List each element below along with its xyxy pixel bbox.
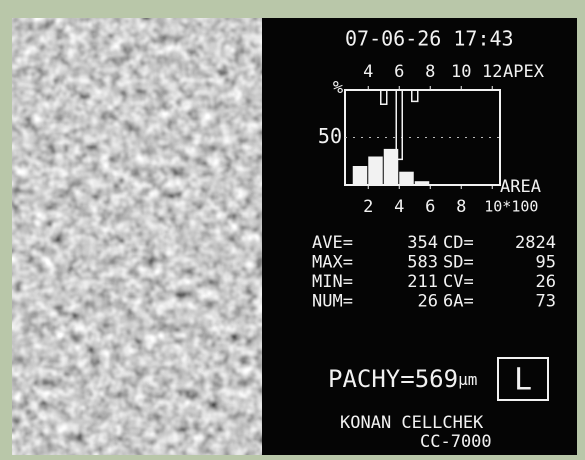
percent-label: % (333, 78, 343, 98)
model: CC-7000 (420, 432, 492, 452)
area-bar (368, 157, 383, 186)
apex-tick-label: 12 (482, 62, 502, 82)
apex-tick-label: 10 (451, 62, 471, 82)
stat-value: 354 (407, 233, 438, 253)
apex-label: APEX (503, 62, 545, 82)
stat-value: 95 (536, 253, 556, 273)
area-bar (399, 172, 414, 185)
pachy-value: 569 (415, 365, 458, 393)
pachy-label: PACHY=569μm (328, 365, 477, 393)
stat-value: 211 (407, 272, 438, 292)
pachy-unit: μm (458, 370, 477, 389)
area-tick-label: 4 (394, 197, 404, 217)
stat-label: CD= (443, 233, 474, 253)
screen: 07-06-26 17:43 % APEX AREA 50 4 6 8 10 12 2 4 6 8… (0, 0, 585, 460)
area-tick-label: 6 (425, 197, 435, 217)
stat-value: 2824 (515, 233, 556, 253)
stat-value: 73 (536, 292, 556, 312)
stat-value: 583 (407, 253, 438, 273)
area-bar (353, 166, 368, 185)
datetime: 07-06-26 17:43 (345, 27, 514, 51)
y-tick-label: 50 (318, 124, 342, 148)
stat-label: NUM= (312, 292, 353, 312)
stat-value: 26 (536, 272, 556, 292)
stat-label: SD= (443, 253, 474, 273)
stat-label: CV= (443, 272, 474, 292)
brand: KONAN CELLCHEK (340, 413, 484, 433)
eye-side: L (514, 363, 532, 398)
area-label: AREA (500, 177, 541, 197)
endothelium-image (12, 18, 262, 455)
apex-tick-label: 6 (394, 62, 404, 82)
stat-label: AVE= (312, 233, 353, 253)
area-tick-label: 10*100 (484, 198, 538, 216)
area-tick-label: 2 (363, 197, 373, 217)
apex-tick-label: 4 (363, 62, 373, 82)
stat-label: 6A= (443, 292, 474, 312)
page: 07-06-26 17:43 % APEX AREA 50 4 6 8 10 12 2 4 6 8… (0, 0, 585, 460)
stat-value: 26 (418, 292, 438, 312)
stat-label: MAX= (312, 253, 353, 273)
area-bar (415, 181, 430, 185)
area-tick-label: 8 (456, 197, 466, 217)
apex-tick-label: 8 (425, 62, 435, 82)
stat-label: MIN= (312, 272, 353, 292)
